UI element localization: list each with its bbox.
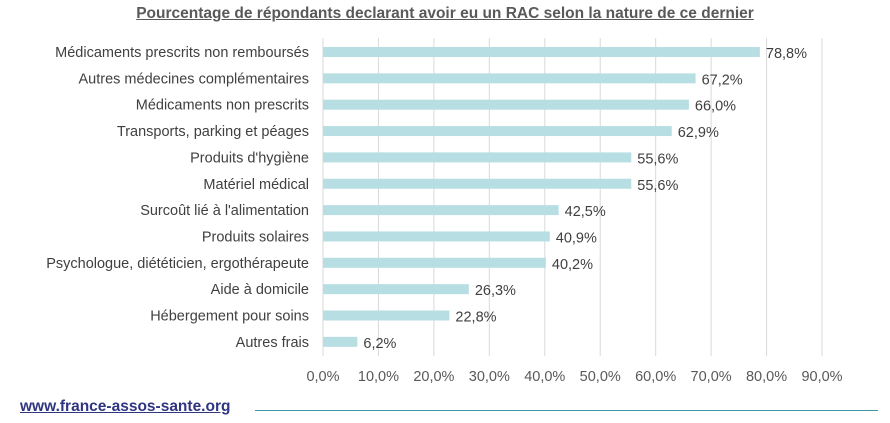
bar [323, 126, 672, 137]
bar [323, 310, 450, 321]
category-label: Médicaments non prescrits [136, 98, 309, 114]
data-label: 40,2% [552, 257, 593, 273]
data-label: 55,6% [637, 151, 678, 167]
bar [323, 231, 550, 242]
category-label: Produits solaires [202, 229, 309, 245]
bar [323, 284, 469, 295]
data-label: 22,8% [455, 310, 496, 326]
data-label: 26,3% [475, 283, 516, 299]
category-label: Autres frais [236, 335, 309, 351]
footer-divider [255, 410, 878, 411]
x-tick-label: 10,0% [358, 369, 399, 385]
x-tick-label: 30,0% [469, 369, 510, 385]
bar [323, 257, 546, 268]
data-label: 67,2% [702, 72, 743, 88]
category-label: Surcoût lié à l'alimentation [140, 203, 309, 219]
category-label: Matériel médical [203, 177, 309, 193]
x-tick-label: 50,0% [580, 369, 621, 385]
x-tick-label: 80,0% [746, 369, 787, 385]
x-tick-label: 40,0% [524, 369, 565, 385]
data-label: 40,9% [556, 230, 597, 246]
data-label: 78,8% [766, 46, 807, 62]
data-label: 66,0% [695, 99, 736, 115]
bar [323, 47, 760, 57]
bar [323, 178, 632, 189]
data-label: 55,6% [637, 178, 678, 194]
bar [323, 205, 559, 216]
bar [323, 336, 358, 347]
website-link[interactable]: www.france-assos-sante.org [20, 398, 231, 415]
x-tick-label: 70,0% [691, 369, 732, 385]
bar [323, 73, 696, 84]
category-label: Autres médecines complémentaires [79, 71, 310, 87]
chart-title: Pourcentage de répondants declarant avoi… [136, 5, 754, 22]
bar [323, 99, 689, 110]
category-label: Médicaments prescrits non remboursés [55, 45, 309, 61]
category-label: Transports, parking et péages [117, 124, 309, 140]
data-label: 6,2% [363, 336, 396, 352]
x-tick-label: 20,0% [413, 369, 454, 385]
data-label: 42,5% [565, 204, 606, 220]
category-label: Aide à domicile [211, 282, 309, 298]
x-tick-label: 60,0% [635, 369, 676, 385]
category-label: Produits d'hygiène [190, 150, 309, 166]
x-tick-label: 90,0% [801, 369, 842, 385]
bar [323, 152, 632, 163]
x-tick-label: 0,0% [306, 369, 339, 385]
category-label: Psychologue, diététicien, ergothérapeute [46, 256, 309, 272]
data-label: 62,9% [678, 125, 719, 141]
category-label: Hébergement pour soins [150, 309, 309, 325]
